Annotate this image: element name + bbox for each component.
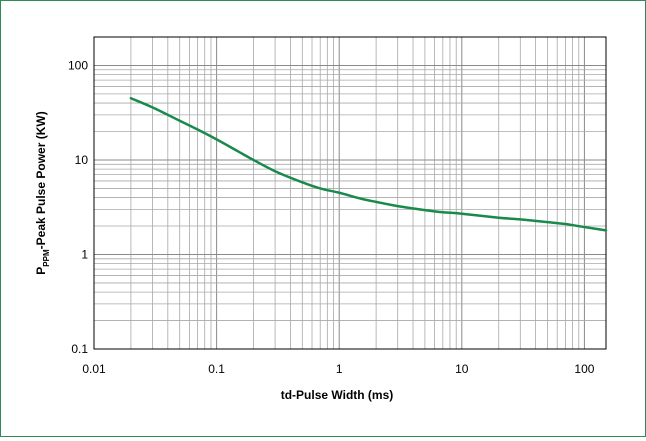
y-axis-title-subscript: PPM [42,249,51,267]
x-tick-label: 100 [574,362,594,376]
series-line [129,96,608,232]
y-axis-title-suffix: -Peak Pulse Power (KW) [34,111,48,249]
x-tick-label: 1 [336,362,343,376]
grid-lines [93,36,606,350]
y-tick-label: 1 [81,247,88,261]
x-axis-title: td-Pulse Width (ms) [281,388,394,402]
y-tick-label: 0.1 [71,342,88,356]
x-tick-label: 0.1 [208,362,225,376]
x-tick-label: 10 [455,362,469,376]
y-axis-title: PPPM-Peak Pulse Power (KW) [34,111,51,274]
y-tick-label: 10 [75,153,89,167]
tick-labels: 0.01 0.1 1 10 100 0.1 1 10 100 [68,58,595,376]
x-tick-label: 0.01 [82,362,106,376]
plot-area-border [93,36,607,350]
y-tick-label: 100 [68,58,88,72]
y-axis-title-prefix: P [34,267,48,275]
